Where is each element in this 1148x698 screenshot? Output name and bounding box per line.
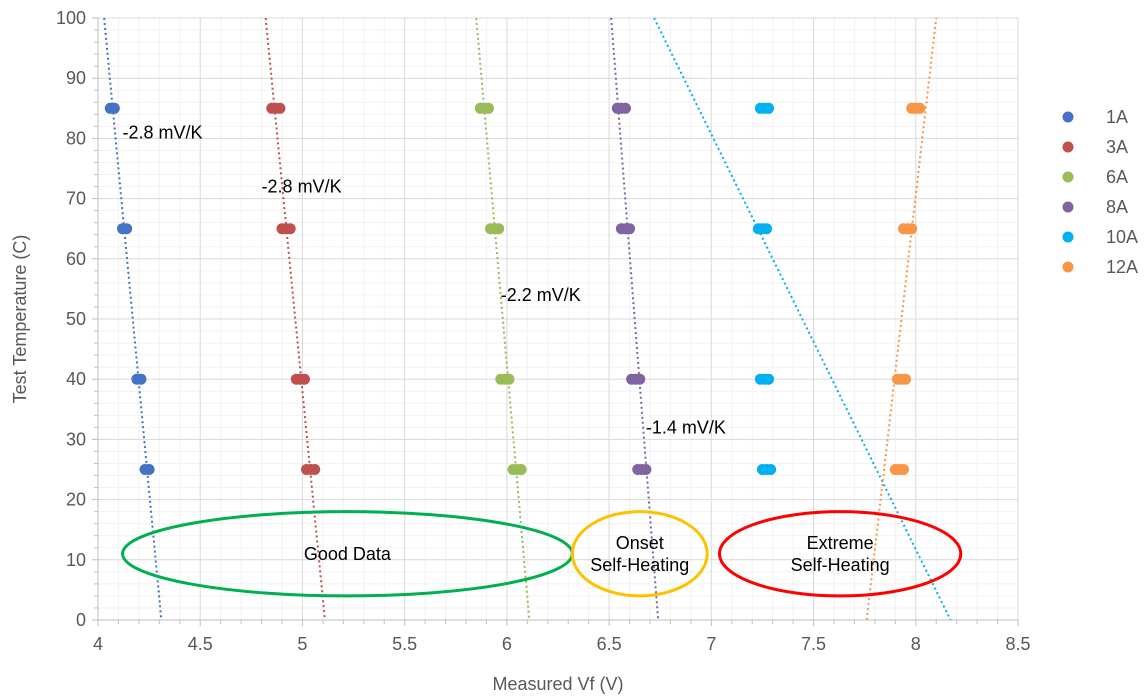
slope-annotation: -1.4 mV/K <box>646 417 726 437</box>
data-point-3a <box>274 102 286 114</box>
trendline-3a <box>264 18 326 620</box>
data-point-6a <box>515 464 527 475</box>
legend-label-3a: 3A <box>1106 137 1128 157</box>
data-point-3a <box>298 373 310 385</box>
grid <box>97 17 1019 621</box>
slope-annotation: -2.8 mV/K <box>262 177 342 197</box>
data-point-8a <box>640 464 652 475</box>
x-tick-label: 5 <box>297 634 307 654</box>
legend-marker-1a <box>1062 111 1074 123</box>
slope-annotation: -2.8 mV/K <box>123 122 203 142</box>
y-tick-label: 20 <box>66 490 86 510</box>
data-point-12a <box>900 373 912 385</box>
x-tick-label: 6 <box>502 634 512 654</box>
annotations: -2.8 mV/K -2.8 mV/K -2.2 mV/K -1.4 mV/K <box>123 122 726 437</box>
y-tick-label: 50 <box>66 309 86 329</box>
data-point-12a <box>906 223 918 235</box>
x-tick-label: 5.5 <box>392 634 417 654</box>
legend-marker-12a <box>1062 261 1074 273</box>
x-tick-label: 8.5 <box>1005 634 1030 654</box>
data-point-1a <box>135 373 147 385</box>
legend: 1A 3A 6A 8A 10A 12A <box>1062 107 1138 277</box>
data-point-12a <box>914 102 926 114</box>
data-point-12a <box>898 464 910 475</box>
trendlines <box>103 18 952 620</box>
data-point-8a <box>619 102 631 114</box>
y-tick-label: 30 <box>66 429 86 449</box>
legend-marker-3a <box>1062 141 1074 153</box>
data-point-1a <box>143 464 155 475</box>
y-tick-label: 70 <box>66 189 86 209</box>
legend-marker-6a <box>1062 171 1074 183</box>
legend-marker-10a <box>1062 231 1074 243</box>
region-label: Extreme <box>807 533 874 553</box>
data-point-10a <box>763 102 775 114</box>
trendline-10a <box>653 18 952 620</box>
region-label: Self-Heating <box>590 555 689 575</box>
y-axis-title: Test Temperature (C) <box>10 235 30 404</box>
y-tick-label: 40 <box>66 369 86 389</box>
region-ellipse <box>718 510 963 598</box>
x-tick-label: 7 <box>706 634 716 654</box>
legend-label-8a: 8A <box>1106 197 1128 217</box>
region-label: Onset <box>616 533 664 553</box>
data-point-1a <box>121 223 133 235</box>
axes: 4 4.5 5 5.5 6 6.5 7 7.5 8 8.5 0 10 20 30 40 50 60 70 80 90 1… <box>56 8 1031 654</box>
x-axis-title: Measured Vf (V) <box>492 674 623 694</box>
trendline-12a <box>865 18 938 620</box>
region-label: Self-Heating <box>791 555 890 575</box>
data-point-10a <box>761 223 773 235</box>
regions: Good DataOnsetSelf-HeatingExtremeSelf-He… <box>121 510 963 598</box>
x-tick-label: 4 <box>93 634 103 654</box>
legend-marker-8a <box>1062 201 1074 213</box>
y-tick-label: 80 <box>66 128 86 148</box>
trendline-1a <box>103 18 163 620</box>
data-point-10a <box>763 373 775 385</box>
y-tick-label: 90 <box>66 68 86 88</box>
y-tick-label: 10 <box>66 550 86 570</box>
data-point-10a <box>765 464 777 475</box>
data-point-8a <box>634 373 646 385</box>
x-tick-label: 4.5 <box>188 634 213 654</box>
data-point-3a <box>309 464 321 475</box>
x-tick-label: 8 <box>911 634 921 654</box>
data-point-6a <box>493 223 505 235</box>
data-point-6a <box>503 373 515 385</box>
data-point-1a <box>108 102 120 114</box>
x-tick-label: 7.5 <box>801 634 826 654</box>
region-ellipse <box>570 510 709 598</box>
region-label: Good Data <box>304 544 392 564</box>
data-points <box>104 102 926 475</box>
y-tick-label: 60 <box>66 249 86 269</box>
data-point-6a <box>482 102 494 114</box>
slope-annotation: -2.2 mV/K <box>501 285 581 305</box>
legend-label-12a: 12A <box>1106 257 1138 277</box>
data-point-8a <box>624 223 636 235</box>
y-tick-label: 0 <box>76 610 86 630</box>
legend-label-6a: 6A <box>1106 167 1128 187</box>
trendline-8a <box>610 18 660 620</box>
x-tick-label: 6.5 <box>597 634 622 654</box>
y-tick-label: 100 <box>56 8 86 28</box>
legend-label-1a: 1A <box>1106 107 1128 127</box>
trendline-6a <box>475 18 531 620</box>
data-point-3a <box>284 223 296 235</box>
legend-label-10a: 10A <box>1106 227 1138 247</box>
